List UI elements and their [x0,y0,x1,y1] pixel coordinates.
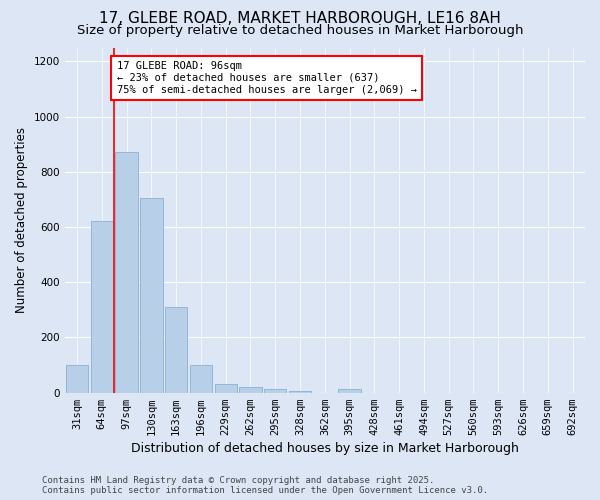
Bar [140,198,163,392]
Bar [239,387,262,392]
Bar [115,152,138,392]
Text: Size of property relative to detached houses in Market Harborough: Size of property relative to detached ho… [77,24,523,37]
Bar [165,307,187,392]
Bar [91,222,113,392]
Bar [338,388,361,392]
Text: 17 GLEBE ROAD: 96sqm
← 23% of detached houses are smaller (637)
75% of semi-deta: 17 GLEBE ROAD: 96sqm ← 23% of detached h… [117,62,417,94]
Text: Contains HM Land Registry data © Crown copyright and database right 2025.
Contai: Contains HM Land Registry data © Crown c… [42,476,488,495]
Text: 17, GLEBE ROAD, MARKET HARBOROUGH, LE16 8AH: 17, GLEBE ROAD, MARKET HARBOROUGH, LE16 … [99,11,501,26]
Bar [66,365,88,392]
Bar [215,384,237,392]
Y-axis label: Number of detached properties: Number of detached properties [15,127,28,313]
X-axis label: Distribution of detached houses by size in Market Harborough: Distribution of detached houses by size … [131,442,519,455]
Bar [190,365,212,392]
Bar [264,388,286,392]
